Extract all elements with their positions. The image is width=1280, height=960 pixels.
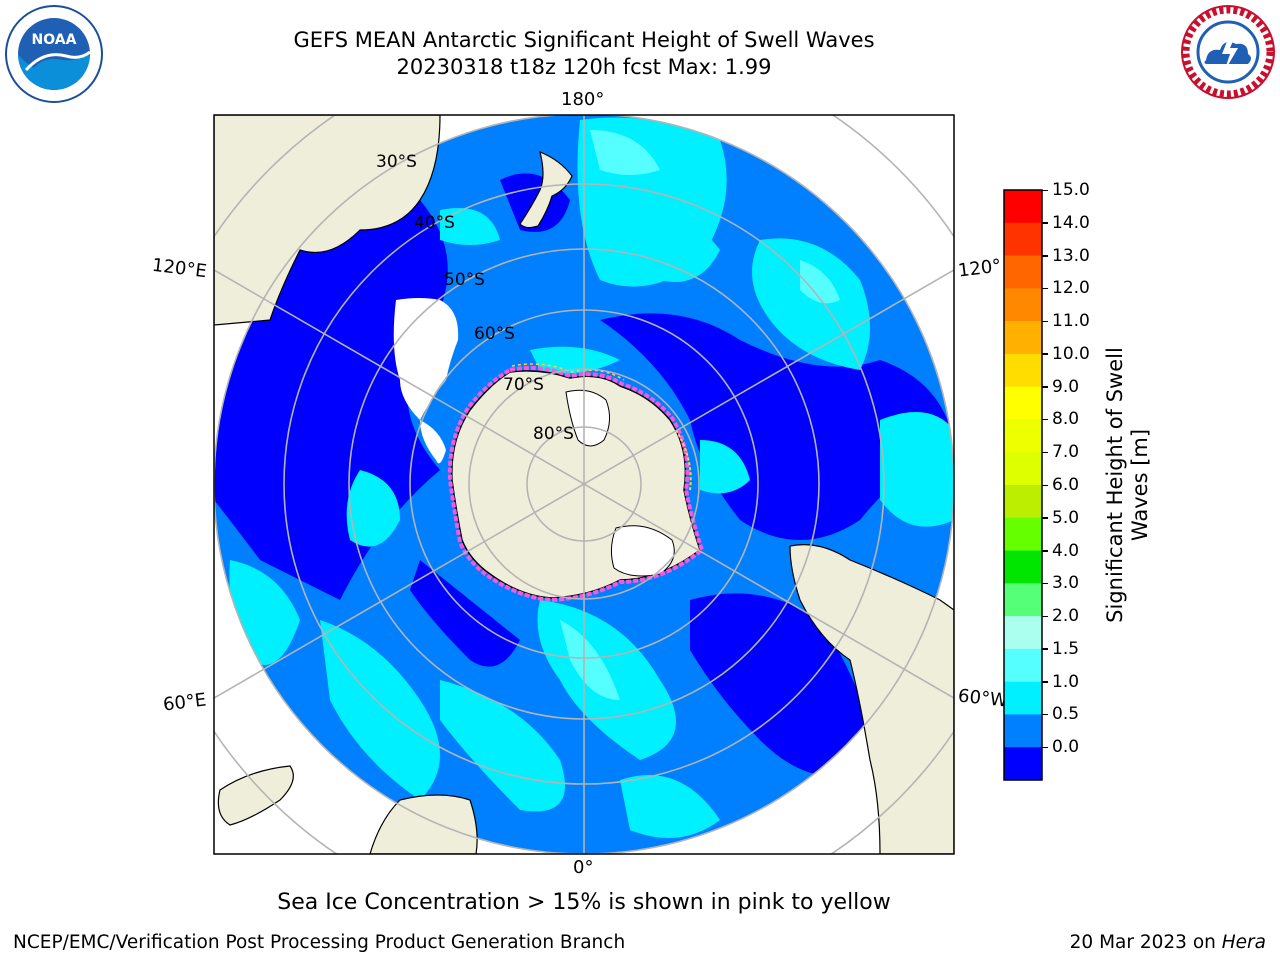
colorbar-swatch — [1004, 321, 1042, 355]
colorbar-swatch — [1004, 288, 1042, 322]
lat-label-30s: 30°S — [376, 152, 417, 172]
colorbar-tick-mark — [1042, 451, 1048, 454]
lon-label-0: 0° — [573, 857, 594, 878]
colorbar-swatch — [1004, 714, 1042, 748]
colorbar-swatch — [1004, 648, 1042, 683]
colorbar-tick-label: 14.0 — [1052, 212, 1090, 233]
colorbar-swatch — [1004, 616, 1042, 650]
colorbar-tick-mark — [1042, 353, 1048, 355]
footer-host: Hera — [1221, 932, 1266, 953]
colorbar-tick-label: 2.0 — [1052, 606, 1080, 627]
colorbar-tick-label: 10.0 — [1052, 343, 1090, 364]
colorbar-swatch — [1004, 386, 1042, 420]
colorbar-swatch — [1004, 419, 1042, 453]
colorbar-tick-label: 5.0 — [1052, 507, 1080, 528]
colorbar-tick-mark — [1042, 320, 1048, 323]
antarctica — [447, 363, 705, 603]
sea-ice-caption: Sea Ice Concentration > 15% is shown in … — [277, 890, 891, 915]
footer-date: 20 Mar 2023 on Hera — [1070, 932, 1266, 953]
footer-date-text: 20 Mar 2023 on — [1069, 932, 1222, 953]
colorbar-tick-label: 7.0 — [1052, 442, 1080, 463]
colorbar-tick-label: 12.0 — [1052, 278, 1090, 299]
colorbar-tick-label: 1.5 — [1052, 638, 1080, 659]
colorbar-tick-mark — [1042, 189, 1048, 191]
lat-label-80s: 80°S — [533, 424, 574, 444]
colorbar-swatch — [1004, 452, 1042, 486]
graticule — [214, 115, 954, 854]
footer-credit: NCEP/EMC/Verification Post Processing Pr… — [13, 932, 626, 953]
colorbar-label: Significant Height of Swell Waves [m] — [1103, 315, 1153, 655]
colorbar — [1003, 189, 1043, 781]
colorbar-tick-mark — [1042, 681, 1048, 683]
noaa-logo: NOAA — [5, 5, 103, 103]
colorbar-tick-mark — [1042, 418, 1048, 421]
colorbar-swatch — [1004, 583, 1042, 617]
colorbar-tick-mark — [1042, 386, 1048, 388]
colorbar-tick-label: 3.0 — [1052, 573, 1080, 594]
colorbar-tick-mark — [1042, 713, 1048, 716]
colorbar-swatch — [1004, 353, 1042, 388]
colorbar-tick-label: 0.0 — [1052, 737, 1080, 758]
colorbar-tick-mark — [1042, 222, 1048, 224]
colorbar-tick-label: 15.0 — [1052, 180, 1090, 200]
noaa-logo-text: NOAA — [32, 32, 77, 48]
colorbar-tick-label: 8.0 — [1052, 409, 1080, 430]
colorbar-swatch — [1004, 550, 1042, 584]
colorbar-swatch — [1004, 222, 1042, 257]
lat-label-60s: 60°S — [474, 324, 515, 344]
colorbar-tick-label: 13.0 — [1052, 245, 1090, 266]
lon-label-180: 180° — [561, 89, 605, 110]
colorbar-tick-mark — [1042, 746, 1048, 749]
lat-label-50s: 50°S — [444, 270, 485, 290]
colorbar-tick-label: 9.0 — [1052, 376, 1080, 397]
colorbar-tick-label: 4.0 — [1052, 540, 1080, 561]
colorbar-swatch — [1004, 517, 1042, 552]
colorbar-label-line1: Significant Height of Swell — [1103, 347, 1127, 623]
colorbar-tick-label: 6.0 — [1052, 475, 1080, 495]
colorbar-tick-label: 11.0 — [1052, 311, 1090, 332]
colorbar-tick-mark — [1042, 287, 1048, 290]
colorbar-tick-mark — [1042, 550, 1048, 552]
colorbar-tick-mark — [1042, 484, 1048, 486]
colorbar-swatch — [1004, 681, 1042, 715]
colorbar-swatch — [1004, 485, 1042, 519]
chart-title: GEFS MEAN Antarctic Significant Height o… — [293, 28, 875, 52]
colorbar-tick-label: 1.0 — [1052, 671, 1080, 692]
colorbar-tick-mark — [1042, 255, 1048, 257]
colorbar-swatch — [1004, 747, 1042, 781]
colorbar-swatch — [1004, 255, 1042, 289]
colorbar-swatch — [1004, 190, 1042, 224]
chart-subtitle: 20230318 t18z 120h fcst Max: 1.99 — [396, 55, 772, 79]
lat-label-40s: 40°S — [414, 213, 455, 233]
colorbar-tick-mark — [1042, 615, 1048, 618]
lat-label-70s: 70°S — [503, 375, 544, 395]
colorbar-tick-label: 0.5 — [1052, 704, 1080, 725]
colorbar-tick-mark — [1042, 648, 1048, 650]
colorbar-label-line2: Waves [m] — [1128, 428, 1152, 542]
colorbar-tick-mark — [1042, 582, 1048, 585]
nws-logo — [1181, 5, 1275, 99]
colorbar-tick-mark — [1042, 517, 1048, 519]
